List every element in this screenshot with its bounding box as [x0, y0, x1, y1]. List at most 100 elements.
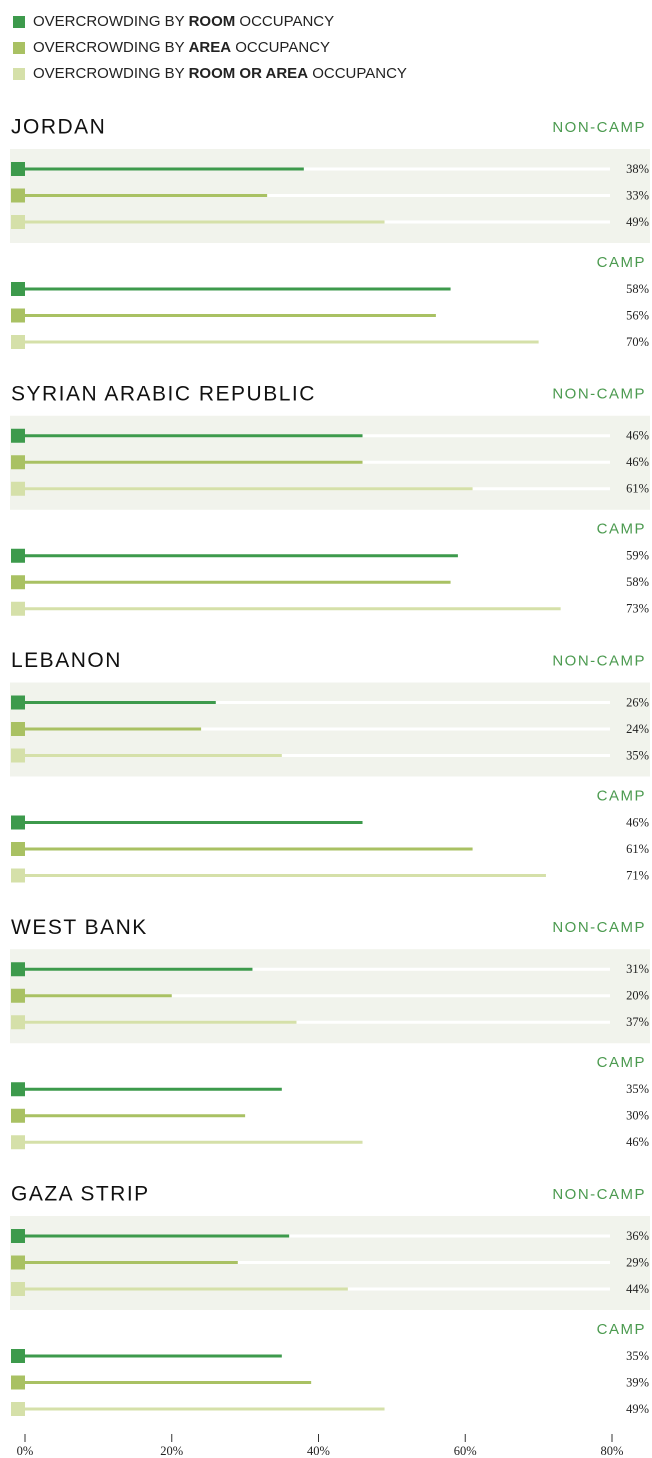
- bar-cap: [11, 1282, 25, 1296]
- bar-cap: [11, 842, 25, 856]
- value-label: 70%: [626, 335, 649, 349]
- value-label: 36%: [626, 1229, 649, 1243]
- bar: [25, 847, 473, 851]
- bar-cap: [11, 1135, 25, 1150]
- bar: [25, 1140, 363, 1144]
- bar: [25, 1287, 348, 1291]
- value-label: 59%: [626, 549, 649, 563]
- bar: [25, 487, 473, 491]
- bar-cap: [11, 1402, 25, 1416]
- panel-title: JORDAN: [11, 116, 106, 139]
- bar: [25, 1020, 297, 1024]
- value-label: 33%: [626, 188, 649, 202]
- bar-cap: [11, 601, 25, 616]
- bar-cap: [11, 308, 25, 323]
- bar-cap: [11, 455, 25, 470]
- bar-cap: [11, 282, 25, 296]
- value-label: 20%: [626, 989, 649, 1003]
- bar-cap: [11, 1349, 25, 1363]
- value-label: 46%: [626, 455, 649, 469]
- legend-swatch: [13, 68, 25, 80]
- value-label: 58%: [626, 282, 649, 296]
- bar: [25, 727, 202, 731]
- bar-cap: [11, 1229, 25, 1243]
- value-label: 35%: [626, 748, 649, 762]
- value-label: 46%: [626, 815, 649, 829]
- value-label: 49%: [626, 1402, 649, 1416]
- legend-label: OVERCROWDING BY AREA OCCUPANCY: [33, 39, 330, 56]
- group-label: NON-CAMP: [552, 386, 646, 403]
- value-label: 38%: [626, 162, 649, 176]
- value-label: 49%: [626, 215, 649, 229]
- value-label: 61%: [626, 482, 649, 496]
- bar: [25, 554, 458, 558]
- bar-cap: [11, 1375, 25, 1390]
- bar-cap: [11, 695, 25, 710]
- bar-cap: [11, 548, 25, 563]
- bar: [25, 220, 385, 224]
- bar-cap: [11, 1108, 25, 1123]
- bar-cap: [11, 868, 25, 883]
- bar: [25, 1114, 246, 1118]
- value-label: 37%: [626, 1015, 649, 1029]
- value-label: 44%: [626, 1282, 649, 1296]
- bar: [25, 1234, 290, 1238]
- bar-cap: [11, 722, 25, 736]
- bar: [25, 460, 363, 464]
- bar: [25, 1354, 282, 1358]
- bar: [25, 994, 172, 998]
- group-label: NON-CAMP: [552, 1186, 646, 1203]
- legend-swatch: [13, 16, 25, 28]
- bar-cap: [11, 1015, 25, 1030]
- value-label: 56%: [626, 308, 649, 322]
- value-label: 29%: [626, 1255, 649, 1269]
- value-label: 26%: [626, 695, 649, 709]
- group-label: CAMP: [597, 1321, 646, 1338]
- panel-title: WEST BANK: [11, 916, 148, 939]
- bar: [25, 1407, 385, 1411]
- group-label: CAMP: [597, 254, 646, 271]
- x-tick-label: 80%: [601, 1444, 624, 1458]
- bar: [25, 580, 451, 584]
- x-tick-label: 20%: [160, 1444, 183, 1458]
- legend-label: OVERCROWDING BY ROOM OCCUPANCY: [33, 13, 334, 30]
- panel-title: LEBANON: [11, 649, 122, 672]
- x-tick-label: 60%: [454, 1444, 477, 1458]
- group-label: NON-CAMP: [552, 119, 646, 136]
- bar: [25, 194, 268, 197]
- value-label: 46%: [626, 1135, 649, 1149]
- bar: [25, 967, 253, 971]
- bar-cap: [11, 335, 25, 349]
- legend-label: OVERCROWDING BY ROOM OR AREA OCCUPANCY: [33, 65, 407, 82]
- legend-swatch: [13, 42, 25, 54]
- value-label: 73%: [626, 602, 649, 616]
- x-tick-label: 40%: [307, 1444, 330, 1458]
- bar-cap: [11, 962, 25, 977]
- bar: [25, 167, 304, 171]
- value-label: 61%: [626, 842, 649, 856]
- bar-cap: [11, 988, 25, 1003]
- value-label: 35%: [626, 1349, 649, 1363]
- value-label: 24%: [626, 722, 649, 736]
- value-label: 35%: [626, 1082, 649, 1096]
- bar: [25, 701, 216, 704]
- bar: [25, 874, 546, 877]
- bar: [25, 434, 363, 438]
- bar-cap: [11, 1082, 25, 1097]
- bar: [25, 287, 451, 291]
- group-label: CAMP: [597, 1054, 646, 1071]
- bar-cap: [11, 481, 25, 496]
- bar: [25, 340, 539, 344]
- panel-title: GAZA STRIP: [11, 1183, 150, 1206]
- value-label: 46%: [626, 429, 649, 443]
- group-label: CAMP: [597, 521, 646, 538]
- bar-cap: [11, 188, 25, 203]
- value-label: 31%: [626, 962, 649, 976]
- bar-cap: [11, 748, 25, 763]
- bar: [25, 754, 282, 757]
- bar: [25, 821, 363, 824]
- bar: [25, 1261, 238, 1264]
- bar: [25, 607, 561, 611]
- bar: [25, 1087, 282, 1091]
